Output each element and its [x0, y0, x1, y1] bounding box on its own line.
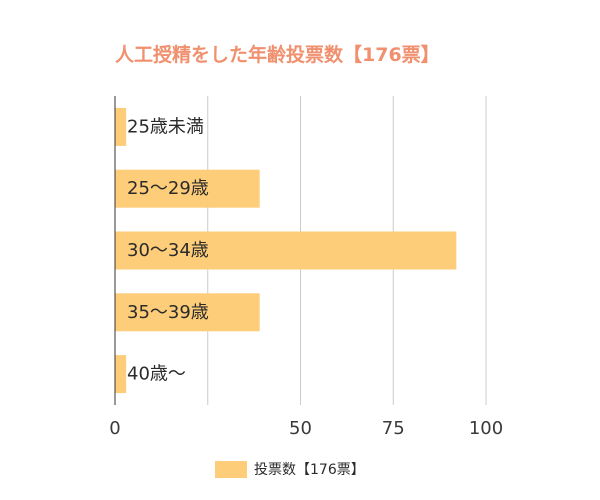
- x-tick-label: 75: [382, 418, 405, 439]
- category-labels: 25歳未満 25～29歳 30～34歳 35～39歳 40歳～: [127, 116, 209, 384]
- category-label: 35～39歳: [127, 302, 209, 323]
- legend-swatch: [215, 460, 247, 478]
- x-tick-label: 0: [109, 418, 120, 439]
- x-tick-label: 100: [469, 418, 503, 439]
- bar: [115, 107, 127, 146]
- bar: [115, 355, 127, 394]
- legend-label: 投票数【176票】: [254, 462, 365, 478]
- legend: 投票数【176票】: [215, 459, 365, 479]
- x-tick-label: 50: [289, 418, 312, 439]
- bar: [115, 231, 457, 270]
- x-axis-ticks: 0 50 75 100: [109, 418, 503, 439]
- bar: [115, 169, 260, 208]
- chart-title: 人工授精をした年齢投票数【176票】: [115, 44, 440, 66]
- bar: [115, 293, 260, 332]
- category-label: 30～34歳: [127, 240, 209, 261]
- category-label: 25歳未満: [127, 116, 204, 137]
- category-label: 40歳～: [127, 364, 186, 385]
- bars: [115, 107, 457, 394]
- category-label: 25～29歳: [127, 178, 209, 199]
